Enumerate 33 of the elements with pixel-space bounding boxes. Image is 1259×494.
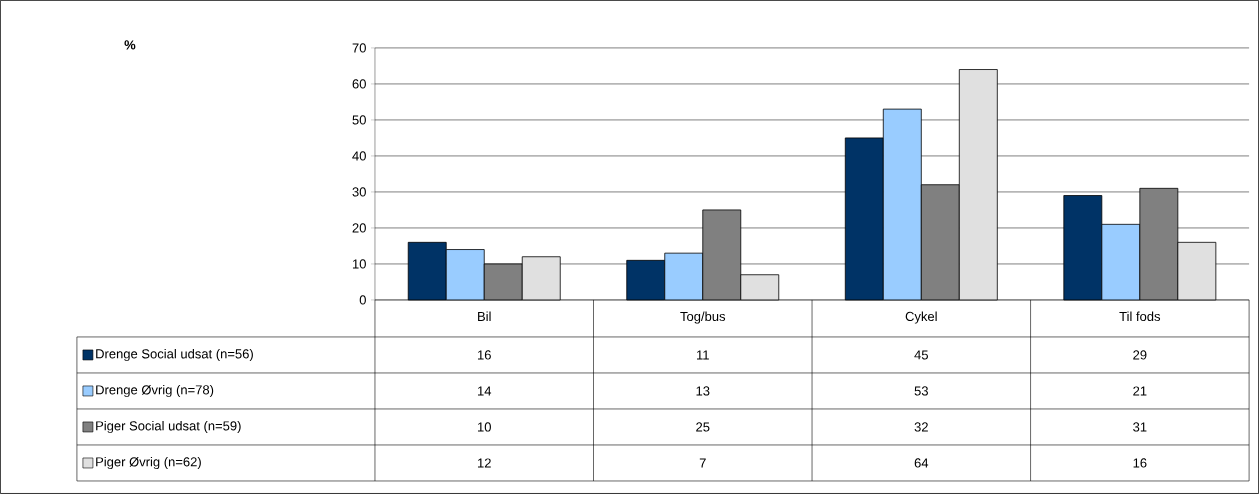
data-label: 13 [696, 386, 710, 396]
text: % [124, 40, 136, 50]
data-label: 12 [477, 458, 491, 468]
data-label: 45 [914, 350, 928, 360]
x-tick-label: Til fods [1119, 311, 1161, 322]
legend-label: Drenge Social udsat (n=56) [96, 348, 253, 362]
data-label: 10 [477, 422, 491, 432]
data-label: 21 [1133, 386, 1147, 396]
y-tick-label: 70 [352, 43, 366, 53]
y-tick-label: 20 [352, 223, 366, 233]
y-tick-label: 0 [359, 295, 366, 305]
y-tick-label: 10 [352, 259, 366, 269]
data-label: 25 [696, 422, 710, 432]
data-label: 11 [697, 350, 709, 360]
legend-label: Drenge Øvrig (n=78) [96, 384, 214, 398]
y-tick-label: 60 [352, 79, 366, 89]
x-tick-label: Cykel [905, 311, 937, 324]
legend-label: Piger Social udsat (n=59) [96, 420, 241, 434]
data-label: 32 [914, 422, 928, 432]
data-label: 16 [477, 350, 491, 360]
data-label: 7 [699, 458, 706, 468]
y-tick-label: 50 [352, 115, 366, 125]
data-label: 31 [1133, 422, 1147, 432]
legend-label: Piger Øvrig (n=62) [96, 456, 201, 470]
data-label: 14 [477, 386, 492, 396]
x-tick-label: Tog/bus [680, 311, 726, 324]
data-label: 53 [914, 386, 928, 396]
y-tick-label: 30 [352, 187, 366, 197]
data-label: 64 [914, 458, 929, 468]
data-label: 29 [1133, 350, 1147, 360]
x-tick-label: Bil [478, 311, 491, 321]
data-label: 16 [1133, 458, 1147, 468]
y-tick-label: 40 [352, 151, 366, 161]
